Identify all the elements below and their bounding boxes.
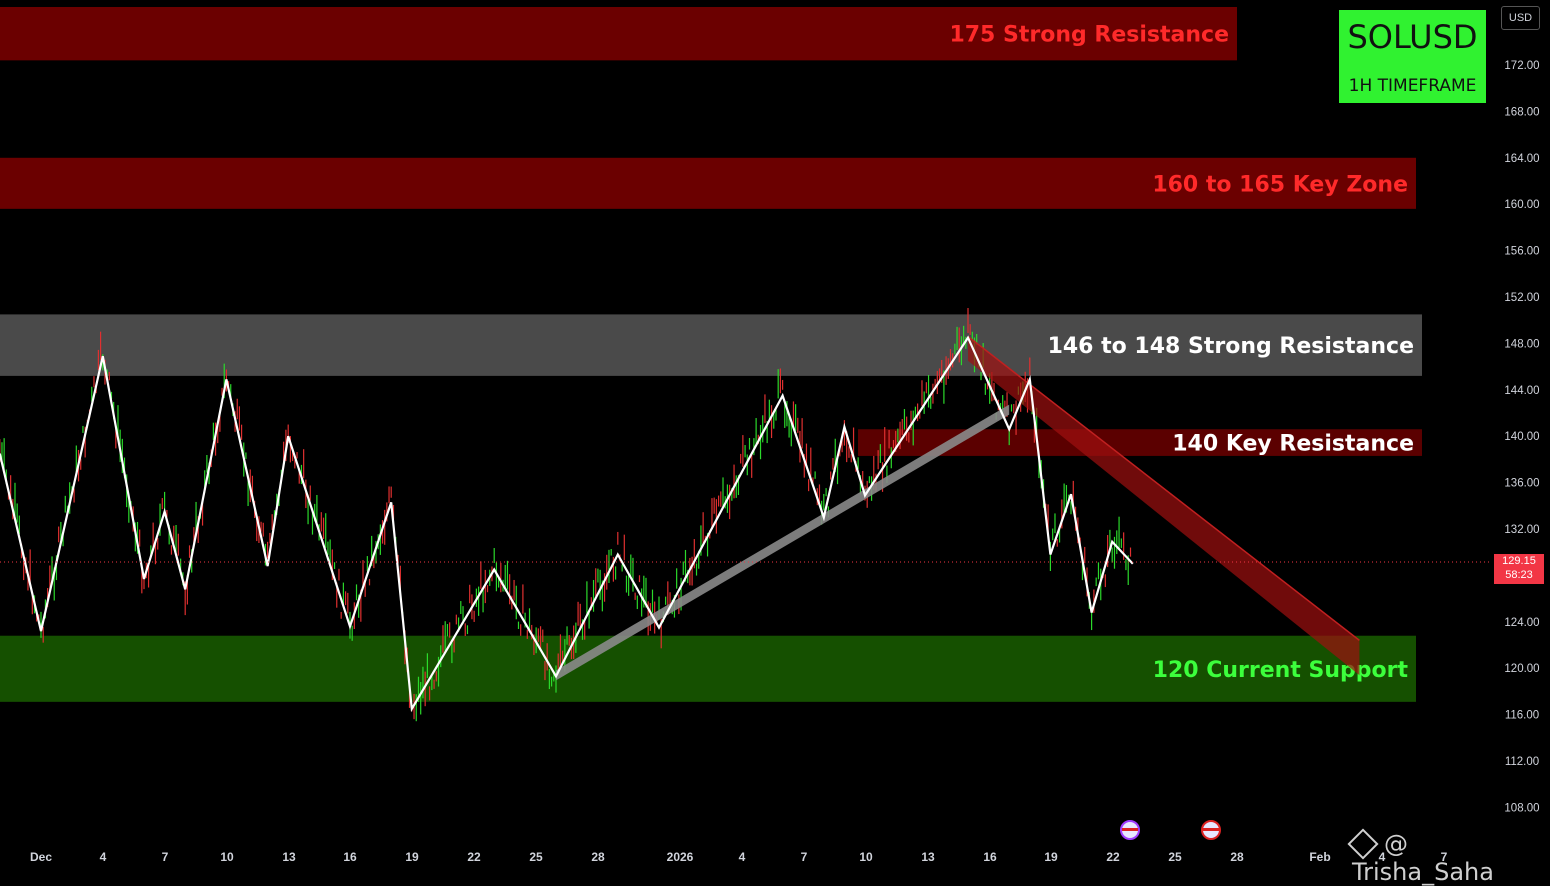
symbol-name: SOLUSD bbox=[1347, 18, 1478, 56]
price-tick-label: 160.00 bbox=[1504, 199, 1539, 211]
zone-label: 146 to 148 Strong Resistance bbox=[1048, 334, 1414, 359]
price-tick-label: 132.00 bbox=[1504, 524, 1539, 536]
time-tick-label: 25 bbox=[1168, 850, 1182, 864]
time-tick-label: 10 bbox=[220, 850, 234, 864]
price-tick-label: 112.00 bbox=[1505, 756, 1539, 768]
price-tick-label: 116.00 bbox=[1505, 710, 1539, 722]
time-tick-label: 13 bbox=[921, 850, 935, 864]
price-tick-label: 108.00 bbox=[1504, 802, 1539, 814]
zone-band bbox=[0, 7, 1237, 61]
zone-band bbox=[0, 157, 1416, 209]
zigzag-line bbox=[0, 335, 1134, 713]
time-tick-label: 4 bbox=[1379, 850, 1386, 864]
us-flag-stripe bbox=[1122, 828, 1138, 831]
price-tick-label: 148.00 bbox=[1504, 338, 1539, 350]
time-tick-label: Feb bbox=[1309, 850, 1330, 864]
diamond-logo-icon bbox=[1347, 828, 1379, 860]
time-tick-label: 19 bbox=[405, 850, 419, 864]
falling-channel bbox=[968, 336, 1360, 676]
price-tick-label: 136.00 bbox=[1504, 478, 1539, 490]
time-tick-label: 28 bbox=[591, 850, 605, 864]
currency-selector[interactable]: USD bbox=[1501, 6, 1540, 30]
time-tick-label: 16 bbox=[983, 850, 997, 864]
bar-countdown: 58:23 bbox=[1505, 569, 1533, 581]
price-tick-label: 124.00 bbox=[1504, 617, 1539, 629]
time-tick-label: 10 bbox=[859, 850, 873, 864]
price-tick-label: 120.00 bbox=[1504, 663, 1539, 675]
symbol-badge: SOLUSD 1H TIMEFRAME bbox=[1339, 10, 1486, 103]
time-tick-label: 7 bbox=[801, 850, 808, 864]
author-watermark: @ Trisha_Saha bbox=[1347, 828, 1550, 886]
time-tick-label: 22 bbox=[467, 850, 481, 864]
zones-layer: 175 Strong Resistance 160 to 165 Key Zone… bbox=[0, 7, 1422, 702]
time-tick-label: 2026 bbox=[667, 850, 694, 864]
price-tick-label: 156.00 bbox=[1504, 246, 1539, 258]
price-tick-label: 168.00 bbox=[1504, 106, 1539, 118]
timeframe-label: 1H TIMEFRAME bbox=[1348, 76, 1477, 96]
price-tick-label: 172.00 bbox=[1504, 60, 1539, 72]
zone-label: 120 Current Support bbox=[1153, 658, 1409, 683]
time-tick-label: 7 bbox=[1441, 850, 1448, 864]
time-tick-label: 4 bbox=[739, 850, 746, 864]
time-tick-label: 4 bbox=[100, 850, 107, 864]
price-tick-label: 144.00 bbox=[1504, 385, 1539, 397]
last-price-tag: 129.15 58:23 bbox=[1494, 554, 1544, 584]
events-layer bbox=[1120, 820, 1221, 840]
zone-band bbox=[0, 635, 1416, 702]
price-tick-label: 152.00 bbox=[1504, 292, 1539, 304]
time-tick-label: 7 bbox=[162, 850, 169, 864]
time-tick-label: 22 bbox=[1106, 850, 1120, 864]
rising-trendline bbox=[556, 404, 1010, 681]
zone-label: 140 Key Resistance bbox=[1172, 432, 1414, 457]
time-tick-label: 16 bbox=[343, 850, 357, 864]
zone-label: 160 to 165 Key Zone bbox=[1152, 172, 1408, 197]
us-flag-stripe bbox=[1203, 828, 1219, 831]
time-tick-label: 25 bbox=[529, 850, 543, 864]
zone-band bbox=[0, 314, 1422, 376]
zigzag-layer bbox=[0, 335, 1134, 713]
time-tick-label: 28 bbox=[1230, 850, 1244, 864]
channel-upper-edge bbox=[967, 335, 1360, 641]
trendline-layer bbox=[556, 404, 1010, 681]
channel-layer bbox=[967, 335, 1360, 676]
price-tick-label: 164.00 bbox=[1504, 153, 1539, 165]
price-tick-label: 140.00 bbox=[1504, 431, 1539, 443]
time-tick-label: 13 bbox=[282, 850, 296, 864]
price-axis[interactable]: 172.00 168.00 164.00 160.00 156.00 152.00 148.… bbox=[1504, 60, 1539, 814]
time-tick-label: 19 bbox=[1044, 850, 1058, 864]
time-tick-label: Dec bbox=[30, 850, 52, 864]
last-price-value: 129.15 bbox=[1502, 555, 1536, 567]
time-axis[interactable]: Dec 4 7 10 13 16 19 22 25 28 2026 4 7 10 13 16 19 22 25 28 F… bbox=[30, 850, 1448, 864]
zone-label: 175 Strong Resistance bbox=[949, 23, 1229, 48]
